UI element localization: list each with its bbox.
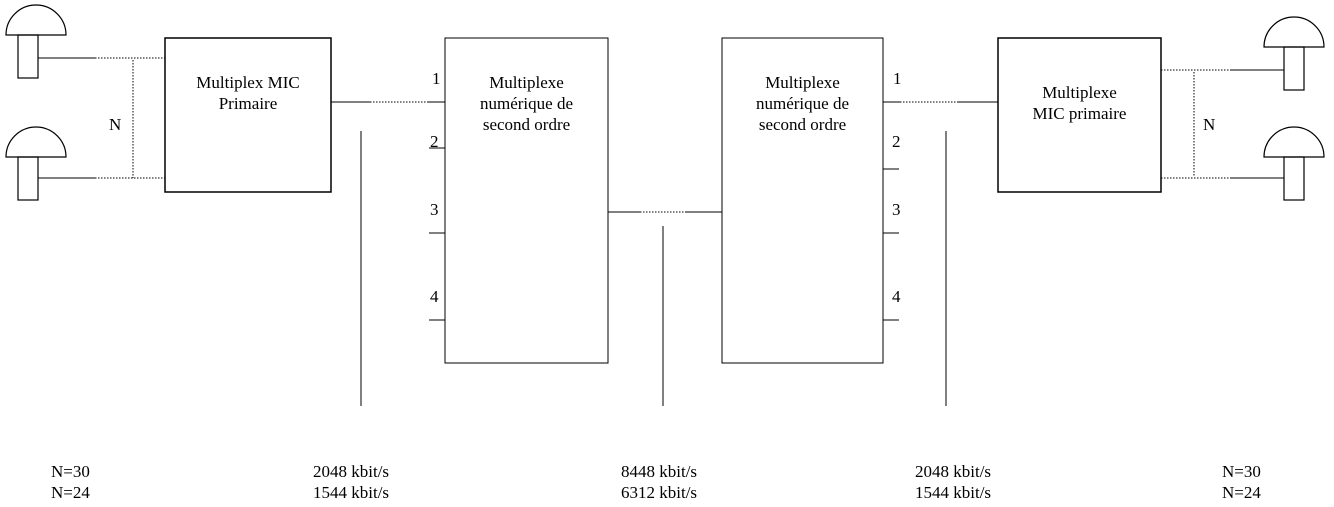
left-secondary-mux-label: Multiplexe numérique de second ordre: [480, 73, 573, 134]
right-port-1-label: 1: [893, 69, 902, 88]
right-primary-mux-label: Multiplexe MIC primaire: [1032, 83, 1127, 123]
right-port-ticks: [883, 168, 899, 321]
telephone-icon-bottom-left: [5, 126, 67, 201]
footer-right-rate: 2048 kbit/s 1544 kbit/s: [915, 462, 992, 502]
right-port-3-label: 3: [892, 200, 901, 219]
left-port-ticks: [429, 147, 445, 321]
footer-center-rate: 8448 kbit/s 6312 kbit/s: [621, 462, 698, 502]
left-primary-mux-label: Multiplex MIC Primaire: [196, 73, 300, 113]
right-port-2-label: 2: [892, 132, 901, 151]
right-secondary-mux-box[interactable]: [721, 37, 884, 364]
footer-left-rate: 2048 kbit/s 1544 kbit/s: [313, 462, 390, 502]
left-port-1-label: 1: [432, 69, 441, 88]
left-secondary-mux-box[interactable]: [444, 37, 609, 364]
left-subscriber-lines: [38, 57, 165, 179]
left-primary-mux-box: [164, 37, 332, 193]
footer-right-n: N=30 N=24: [1222, 462, 1261, 502]
left-port-3-label: 3: [430, 200, 439, 219]
right-port-4-label: 4: [892, 287, 901, 306]
left-port-2-label: 2: [430, 132, 439, 151]
left-port-4-label: 4: [430, 287, 439, 306]
right-primary-mux-box[interactable]: [997, 37, 1162, 193]
n-label-left: N: [109, 115, 122, 134]
right-subscriber-lines: [1161, 69, 1284, 179]
telephone-icon-top-right: [1263, 16, 1325, 91]
footer-left-n: N=30 N=24: [51, 462, 90, 502]
n-label-right: N: [1203, 115, 1216, 134]
right-secondary-mux-label: Multiplexe numérique de second ordre: [756, 73, 849, 134]
telephone-icon-top-left: [5, 4, 67, 79]
telephone-icon-bottom-right: [1263, 126, 1325, 201]
